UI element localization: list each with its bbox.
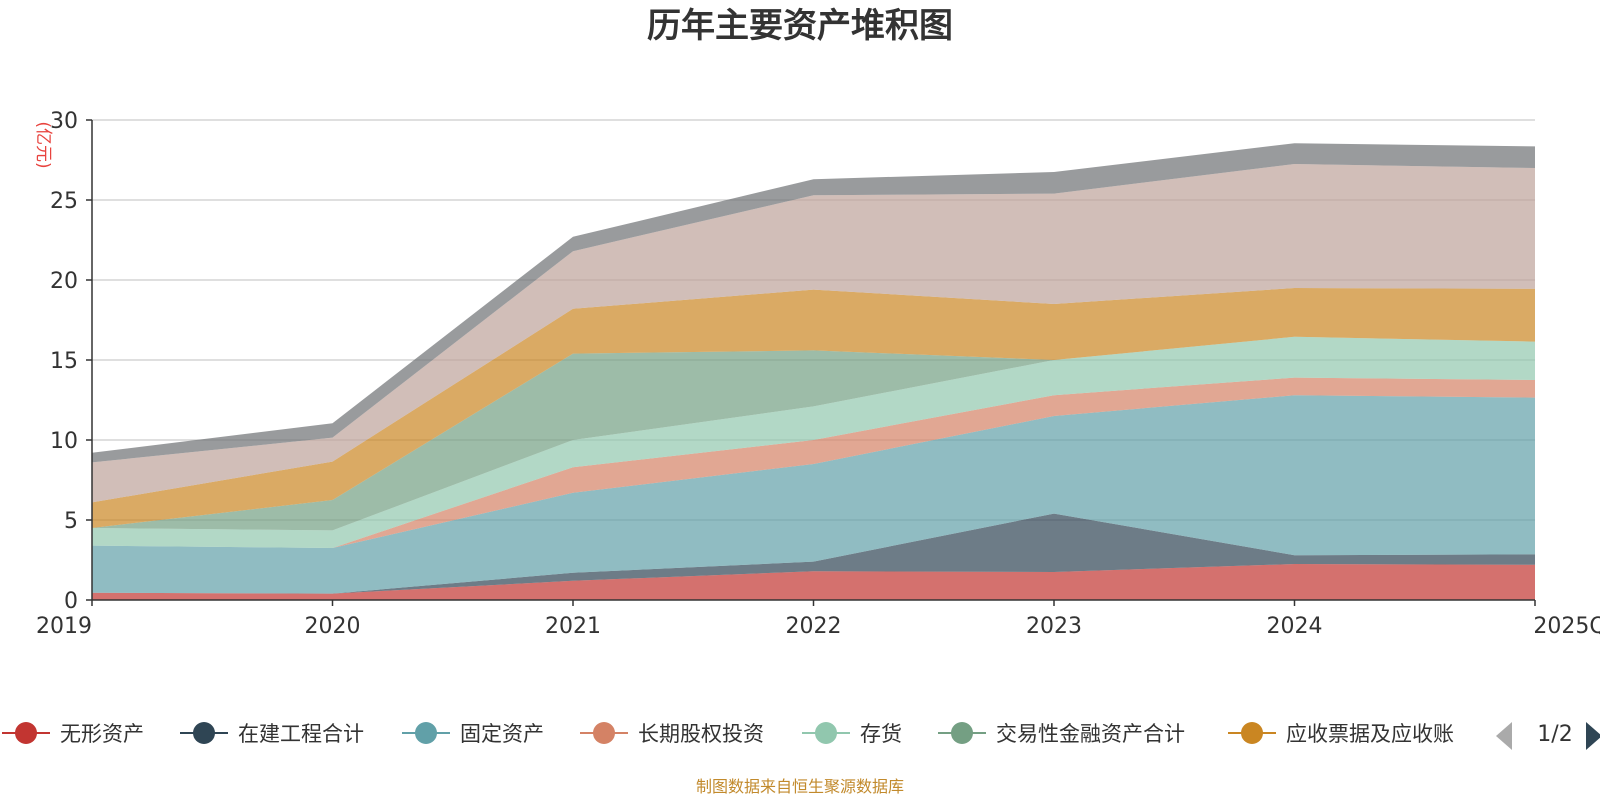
- legend-label: 无形资产: [60, 722, 144, 746]
- legend-label: 存货: [860, 722, 902, 746]
- y-tick-label: 20: [50, 269, 78, 294]
- y-tick-label: 0: [64, 589, 78, 614]
- axes: 0 5 10 15 20 25 30 2019 2020 2021 2022 2023 2024 2025…: [36, 109, 1600, 639]
- legend-item[interactable]: 无形资产: [2, 722, 144, 746]
- legend-marker: [951, 722, 973, 744]
- legend-item[interactable]: 应收票据及应收账: [1228, 722, 1454, 746]
- legend-item[interactable]: 固定资产: [402, 722, 544, 746]
- legend-label: 交易性金融资产合计: [996, 722, 1185, 746]
- legend-marker: [193, 722, 215, 744]
- x-tick-label: 2022: [786, 614, 842, 639]
- x-tick-label: 2020: [305, 614, 361, 639]
- x-tick-label: 2025Q1: [1533, 614, 1600, 639]
- area-series-2: [92, 395, 1535, 594]
- x-tick-label: 2024: [1267, 614, 1323, 639]
- area-series-6: [92, 288, 1535, 528]
- x-tick-label: 2021: [545, 614, 601, 639]
- legend-marker: [593, 722, 615, 744]
- y-tick-label: 15: [50, 349, 78, 374]
- area-series-group: [92, 143, 1535, 600]
- legend-page-indicator: 1/2: [1537, 722, 1572, 747]
- y-axis-unit-label: (亿元): [33, 121, 53, 168]
- legend-marker: [815, 722, 837, 744]
- area-series-0: [92, 564, 1535, 600]
- chart-title: 历年主要资产堆积图: [647, 6, 953, 46]
- legend-item[interactable]: 存货: [802, 722, 902, 746]
- y-tick-label: 30: [50, 109, 78, 134]
- legend-label: 应收票据及应收账: [1286, 722, 1454, 746]
- legend: 无形资产 在建工程合计 固定资产 长期股权投资 存货 交易性金融资产合计 应收票据及应收账 1…: [2, 722, 1600, 750]
- legend-item[interactable]: 交易性金融资产合计: [938, 722, 1185, 746]
- legend-marker: [415, 722, 437, 744]
- y-tick-label: 5: [64, 509, 78, 534]
- legend-marker: [15, 722, 37, 744]
- legend-item[interactable]: 在建工程合计: [180, 722, 364, 746]
- legend-label: 在建工程合计: [238, 722, 364, 746]
- legend-prev-page-icon[interactable]: [1496, 722, 1512, 750]
- area-series-4: [92, 336, 1535, 548]
- x-tick-label: 2019: [36, 614, 92, 639]
- area-series-3: [92, 377, 1535, 548]
- area-series-5: [92, 336, 1535, 531]
- legend-label: 固定资产: [460, 722, 544, 746]
- area-series-1: [92, 513, 1535, 594]
- legend-item[interactable]: 长期股权投资: [580, 722, 764, 746]
- legend-marker: [1241, 722, 1263, 744]
- legend-label: 长期股权投资: [638, 722, 764, 746]
- legend-next-page-icon[interactable]: [1586, 722, 1600, 750]
- area-series-7: [92, 164, 1535, 503]
- x-tick-label: 2023: [1026, 614, 1082, 639]
- y-tick-label: 10: [50, 429, 78, 454]
- y-tick-label: 25: [50, 189, 78, 214]
- source-note: 制图数据来自恒生聚源数据库: [696, 777, 904, 796]
